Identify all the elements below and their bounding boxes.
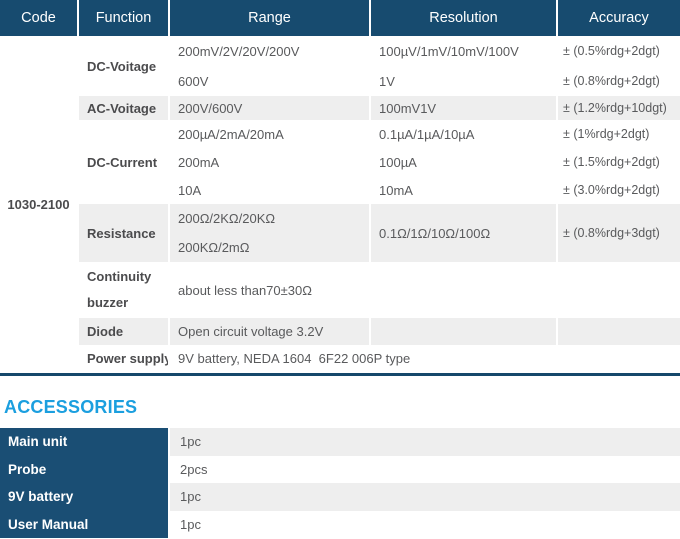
accessory-label-user-manual: User Manual <box>0 510 168 538</box>
table-bottom-border <box>0 373 680 376</box>
range-value: 600V <box>170 66 369 96</box>
range-value: 200µA/2mA/20mA <box>170 120 369 148</box>
accessory-qty: 1pc <box>170 483 680 511</box>
empty-cell <box>558 318 680 345</box>
header-range: Range <box>170 0 369 36</box>
function-ac-voltage: AC-Voitage <box>79 96 168 120</box>
resolution-value: 0.1Ω/1Ω/10Ω/100Ω <box>371 204 556 262</box>
accuracy-value: ± (1.5%rdg+2dgt) <box>558 148 680 176</box>
function-resistance: Resistance <box>79 204 168 262</box>
resolution-value: 0.1µA/1µA/10µA <box>371 120 556 148</box>
header-accuracy: Accuracy <box>558 0 680 36</box>
header-resolution: Resolution <box>371 0 556 36</box>
accuracy-value: ± (1%rdg+2dgt) <box>558 120 680 148</box>
empty-cell <box>371 318 556 345</box>
resolution-value: 100µV/1mV/10mV/100V <box>371 36 556 66</box>
resolution-value: 100µA <box>371 148 556 176</box>
function-power-supply: Power supply <box>79 345 168 372</box>
accessory-label-main-unit: Main unit <box>0 428 168 456</box>
header-code: Code <box>0 0 77 36</box>
function-dc-voltage: DC-Voitage <box>79 36 168 96</box>
accessory-label-probe: Probe <box>0 455 168 483</box>
function-dc-current: DC-Current <box>79 120 168 204</box>
continuity-value: about less than70±30Ω <box>170 262 680 318</box>
range-value: 200Ω/2KΩ/20KΩ <box>170 204 369 233</box>
resolution-value: 10mA <box>371 176 556 204</box>
accessory-label-9v-battery: 9V battery <box>0 483 168 511</box>
resolution-value: 1V <box>371 66 556 96</box>
range-value: 200V/600V <box>170 96 369 120</box>
range-value: 200mV/2V/20V/200V <box>170 36 369 66</box>
function-continuity-buzzer: Continuity buzzer <box>79 262 168 318</box>
power-supply-value: 9V battery, NEDA 1604 6F22 006P type <box>170 345 680 372</box>
accessory-qty: 2pcs <box>180 461 208 477</box>
range-value: 200mA <box>170 148 369 176</box>
spec-table: Code Function Range Resolution Accuracy … <box>0 0 680 372</box>
function-continuity-line1: Continuity <box>87 269 152 284</box>
accessory-qty: 1pc <box>180 516 201 532</box>
accuracy-value: ± (1.2%rdg+10dgt) <box>558 96 680 120</box>
function-diode: Diode <box>79 318 168 345</box>
function-continuity-line2: buzzer <box>87 295 129 310</box>
accessory-qty: 1pc <box>170 428 680 456</box>
diode-value: Open circuit voltage 3.2V <box>170 318 369 345</box>
range-value: 10A <box>170 176 369 204</box>
accuracy-value: ± (0.8%rdg+2dgt) <box>558 66 680 96</box>
range-value: 200KΩ/2mΩ <box>170 233 369 262</box>
accessories-table: Main unit 1pc Probe 2pcs 9V battery 1pc … <box>0 428 680 538</box>
header-function: Function <box>79 0 168 36</box>
accuracy-value: ± (0.8%rdg+3dgt) <box>558 204 680 262</box>
resolution-value: 100mV1V <box>371 96 556 120</box>
accessories-title: ACCESSORIES <box>4 397 138 417</box>
code-value: 1030-2100 <box>0 36 77 372</box>
accuracy-value: ± (3.0%rdg+2dgt) <box>558 176 680 204</box>
accuracy-value: ± (0.5%rdg+2dgt) <box>558 36 680 66</box>
